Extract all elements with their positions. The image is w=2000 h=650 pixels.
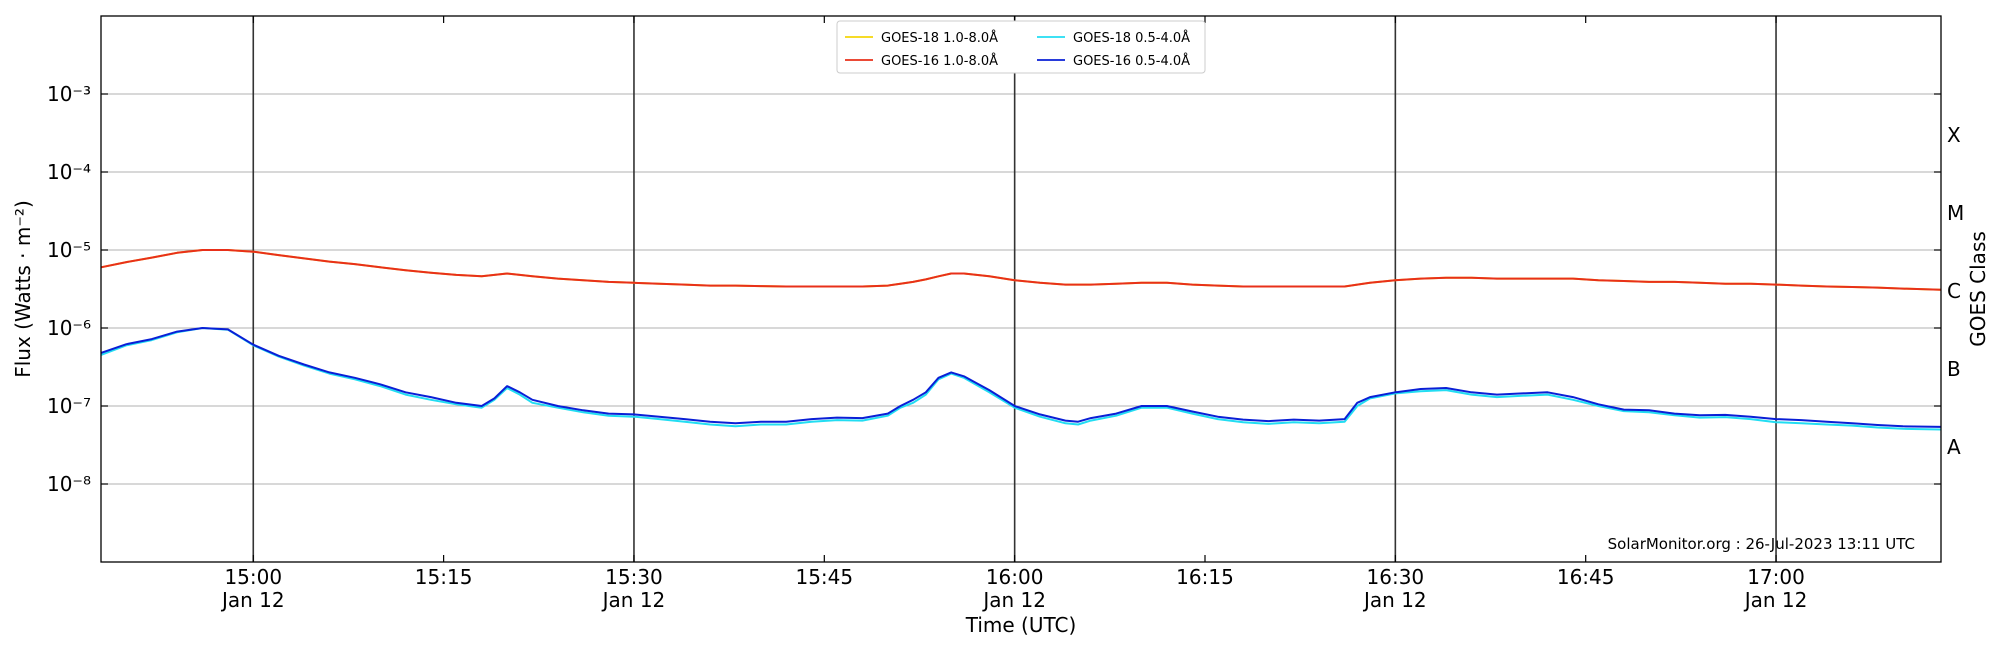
x-tick-label: 15:00 bbox=[224, 565, 282, 589]
x-tick-label: 15:15 bbox=[415, 565, 473, 589]
legend-entry-label: GOES-16 1.0-8.0Å bbox=[881, 53, 998, 69]
y-axis: 10⁻⁸ 10⁻⁷ 10⁻⁶ 10⁻⁵ 10⁻⁴ 10⁻³ bbox=[47, 82, 1941, 496]
y-tick-label: 10⁻⁴ bbox=[47, 160, 91, 184]
goes-class-label: X bbox=[1947, 123, 1961, 147]
x-tick-date-label: Jan 12 bbox=[981, 588, 1046, 612]
goes-class-axis: A B C M X bbox=[1947, 123, 1964, 459]
legend: GOES-18 1.0-8.0Å GOES-18 0.5-4.0Å GOES-16 … bbox=[836, 20, 1206, 74]
x-tick-label: 16:15 bbox=[1176, 565, 1234, 589]
x-axis-title: Time (UTC) bbox=[965, 613, 1077, 637]
x-tick-date-label: Jan 12 bbox=[1743, 588, 1808, 612]
x-tick-date-label: Jan 12 bbox=[601, 588, 666, 612]
series-line-1 bbox=[100, 249, 1942, 291]
grid bbox=[101, 93, 1941, 485]
goes-class-label: A bbox=[1947, 435, 1961, 459]
plot-frame bbox=[100, 15, 1942, 563]
legend-box bbox=[836, 20, 1206, 74]
data-series bbox=[100, 249, 1942, 431]
series-line-3 bbox=[100, 327, 1942, 428]
x-tick-label: 16:30 bbox=[1367, 565, 1425, 589]
y-tick-label: 10⁻⁷ bbox=[47, 394, 91, 418]
x-tick-label: 16:00 bbox=[986, 565, 1044, 589]
x-tick-label: 15:30 bbox=[605, 565, 663, 589]
y-tick-label: 10⁻³ bbox=[47, 82, 91, 106]
goes-class-label: M bbox=[1947, 201, 1964, 225]
legend-entry-label: GOES-16 0.5-4.0Å bbox=[1073, 53, 1190, 69]
day-vertical-lines bbox=[252, 16, 1777, 562]
y-tick-label: 10⁻⁸ bbox=[47, 472, 91, 496]
x-tick-label: 16:45 bbox=[1557, 565, 1615, 589]
x-tick-label: 17:00 bbox=[1747, 565, 1805, 589]
goes-class-label: B bbox=[1947, 357, 1961, 381]
goes-class-label: C bbox=[1947, 279, 1961, 303]
legend-entry-label: GOES-18 0.5-4.0Å bbox=[1073, 30, 1190, 46]
x-tick-label: 15:45 bbox=[795, 565, 853, 589]
x-tick-date-label: Jan 12 bbox=[1362, 588, 1427, 612]
x-tick-date-label: Jan 12 bbox=[220, 588, 285, 612]
y-tick-label: 10⁻⁶ bbox=[47, 316, 91, 340]
y-tick-label: 10⁻⁵ bbox=[47, 238, 91, 262]
legend-entry-label: GOES-18 1.0-8.0Å bbox=[881, 30, 998, 46]
y-axis-title: Flux (Watts · m⁻²) bbox=[11, 200, 35, 378]
right-axis-title: GOES Class bbox=[1966, 231, 1990, 347]
series-line-2 bbox=[100, 327, 1942, 431]
credit-annotation: SolarMonitor.org : 26-Jul-2023 13:11 UTC bbox=[1608, 535, 1915, 553]
